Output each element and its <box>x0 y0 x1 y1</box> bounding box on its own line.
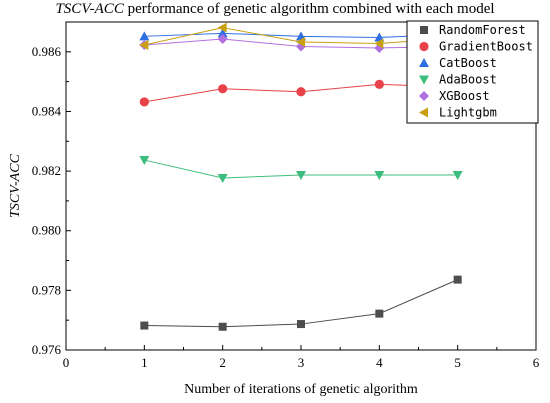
legend-label: Lightgbm <box>439 106 497 120</box>
x-tick-label: 4 <box>376 355 383 370</box>
legend-marker <box>419 107 428 118</box>
data-point <box>374 170 385 180</box>
data-point <box>217 173 228 183</box>
legend-marker <box>419 75 429 85</box>
x-tick-label: 6 <box>533 355 540 370</box>
x-tick-label: 1 <box>141 355 148 370</box>
y-tick-label: 0.976 <box>32 342 62 357</box>
data-point <box>140 321 149 330</box>
y-tick-label: 0.984 <box>32 103 62 118</box>
series-line <box>144 279 458 328</box>
data-point <box>217 33 228 44</box>
legend-box <box>406 20 539 124</box>
data-point <box>374 79 384 89</box>
data-point <box>217 28 228 38</box>
data-point <box>296 170 306 180</box>
x-axis-title: Number of iterations of genetic algorith… <box>184 382 418 397</box>
legend-label: AdaBoost <box>439 73 497 87</box>
legend-marker <box>420 26 428 34</box>
series-randomforest <box>140 275 462 331</box>
legend-label: GradientBoost <box>439 40 533 54</box>
legend-label: XGBoost <box>439 89 490 103</box>
data-point <box>218 322 227 331</box>
data-point <box>374 38 384 49</box>
y-axis-title: TSCV-ACC <box>8 153 23 217</box>
x-tick-label: 0 <box>63 355 70 370</box>
data-point <box>139 39 149 50</box>
data-point <box>139 31 150 41</box>
data-point <box>453 275 462 284</box>
legend-marker <box>419 58 429 67</box>
series-adaboost <box>139 156 463 183</box>
data-point <box>217 22 227 33</box>
data-point <box>452 170 463 180</box>
legend-marker <box>419 91 429 101</box>
legend-label: CatBoost <box>439 56 497 70</box>
x-tick-label: 2 <box>219 355 226 370</box>
data-point <box>375 309 384 318</box>
data-point <box>296 36 305 47</box>
series-catboost <box>139 28 463 42</box>
data-point <box>297 320 305 329</box>
x-tick-label: 5 <box>454 355 461 370</box>
data-point <box>139 156 150 166</box>
legend-label: RandomForest <box>439 23 526 37</box>
data-point <box>139 97 149 107</box>
data-point <box>374 32 385 42</box>
chart-title-rest: performance of genetic algorithm combine… <box>123 1 495 17</box>
data-point <box>296 87 306 97</box>
data-point <box>218 84 228 94</box>
y-tick-label: 0.982 <box>32 163 61 178</box>
y-tick-label: 0.980 <box>32 223 61 238</box>
y-tick-label: 0.986 <box>32 44 62 59</box>
x-tick-label: 3 <box>298 355 305 370</box>
y-tick-label: 0.978 <box>32 282 61 297</box>
legend-marker <box>419 41 429 52</box>
chart-title-italic: TSCV-ACC <box>55 1 124 17</box>
chart-title: TSCV-ACC performance of genetic algorith… <box>0 1 550 18</box>
legend: RandomForest GradientBoost CatBoost AdaBoos… <box>406 20 539 124</box>
